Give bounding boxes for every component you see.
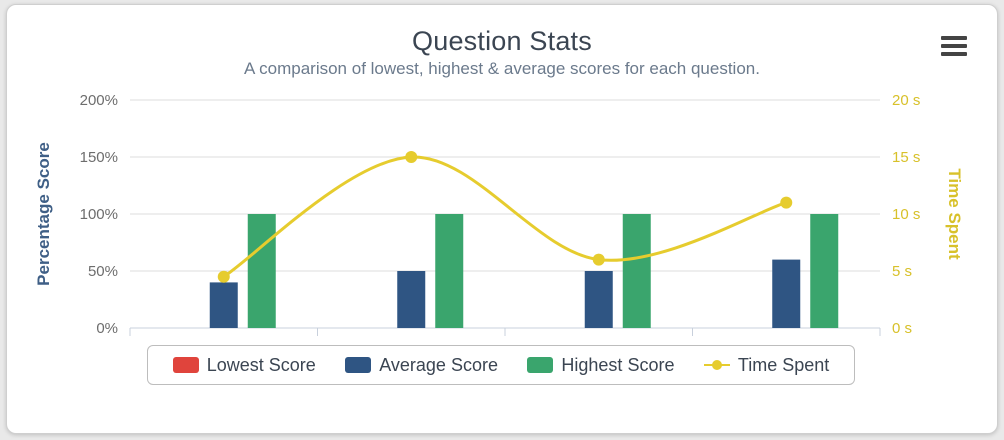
chart-menu-button[interactable] xyxy=(938,34,970,58)
legend-item-lowest-score[interactable]: Lowest Score xyxy=(172,354,316,376)
y2-tick-label: 10 s xyxy=(892,206,920,223)
bar-highest-score xyxy=(810,214,839,328)
bar-highest-score xyxy=(435,214,464,328)
bar-average-score xyxy=(584,271,613,328)
chart-title: Question Stats xyxy=(412,26,592,56)
y2-axis-label: Time Spent xyxy=(945,168,964,260)
series-line-time-spent xyxy=(222,155,787,278)
y-tick-label: 150% xyxy=(80,149,118,166)
y2-tick-label: 0 s xyxy=(892,320,912,337)
legend-item-average-score[interactable]: Average Score xyxy=(345,355,498,376)
y2-tick-label: 15 s xyxy=(892,149,920,166)
y-tick-label: 100% xyxy=(80,206,118,223)
legend-swatch xyxy=(345,357,372,373)
legend-item-highest-score[interactable]: Highest Score xyxy=(527,355,674,376)
bar-average-score xyxy=(772,259,801,328)
legend-line-swatch xyxy=(703,357,730,373)
bar-average-score xyxy=(397,271,426,328)
time-spent-point xyxy=(780,196,793,209)
chart-subtitle: A comparison of lowest, highest & averag… xyxy=(244,59,760,78)
y2-tick-label: 20 s xyxy=(892,92,920,109)
chart-legend: Lowest Score Average Score Highest Score… xyxy=(147,345,855,385)
time-spent-point xyxy=(405,151,418,163)
legend-label: Time Spent xyxy=(737,354,830,375)
legend-label: Average Score xyxy=(379,354,498,375)
legend-swatch xyxy=(527,357,554,373)
time-spent-point xyxy=(592,253,605,266)
bar-highest-score xyxy=(247,214,276,328)
y-axis-label: Percentage Score xyxy=(34,142,53,286)
y2-tick-label: 5 s xyxy=(892,263,912,280)
legend-label: Highest Score xyxy=(561,354,675,375)
time-spent-point xyxy=(217,270,230,283)
legend-item-time-spent[interactable]: Time Spent xyxy=(703,354,830,376)
legend-swatch xyxy=(172,357,199,373)
y-tick-label: 200% xyxy=(80,92,118,109)
y-tick-label: 50% xyxy=(88,263,118,280)
bar-highest-score xyxy=(622,214,651,328)
y-tick-label: 0% xyxy=(96,320,118,337)
bar-average-score xyxy=(209,282,238,328)
legend-label: Lowest Score xyxy=(206,354,316,375)
